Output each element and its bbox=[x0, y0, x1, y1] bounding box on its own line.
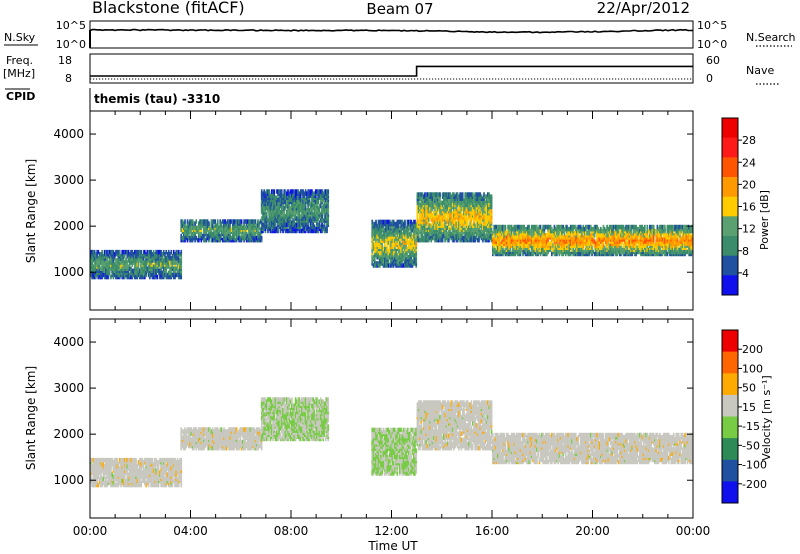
x-tick-label: 12:00 bbox=[374, 524, 409, 538]
freq-tick-bottom: 8 bbox=[65, 72, 72, 85]
colorbar-swatch bbox=[722, 416, 738, 439]
x-tick-label: 00:00 bbox=[73, 524, 108, 538]
power-colorbar: 28 24 20 16 12 8 4 bbox=[721, 117, 756, 296]
freq-label: Freq. bbox=[6, 54, 33, 67]
colorbar-swatch bbox=[722, 275, 738, 296]
nsky-tick-top: 10^5 bbox=[56, 19, 86, 32]
time-axis-labels: 00:00 04:00 08:00 12:00 16:00 20:00 00:00 bbox=[73, 524, 711, 538]
band-2 bbox=[260, 397, 330, 442]
velocity-scatter-cells bbox=[90, 397, 694, 488]
colorbar-swatch bbox=[722, 177, 738, 198]
y-tick-label: 4000 bbox=[53, 335, 84, 349]
band-5 bbox=[492, 432, 694, 465]
colorbar-swatch bbox=[722, 373, 738, 396]
velocity-ylabel: Slant Range [km] bbox=[24, 366, 38, 470]
y-tick-label: 1000 bbox=[53, 265, 84, 279]
colorbar-tick: 8 bbox=[742, 245, 749, 258]
colorbar-tick: 16 bbox=[742, 201, 756, 214]
colorbar-swatch bbox=[722, 118, 738, 139]
nave-label: Nave bbox=[746, 64, 774, 77]
colorbar-tick: -200 bbox=[742, 478, 767, 491]
station-title: Blackstone (fitACF) bbox=[92, 0, 245, 17]
power-x-ticks bbox=[89, 111, 694, 310]
colorbar-tick: 12 bbox=[742, 223, 756, 236]
power-panel: 1000 2000 3000 4000 bbox=[53, 110, 694, 311]
y-tick-label: 3000 bbox=[53, 381, 84, 395]
colorbar-tick: 15 bbox=[742, 401, 756, 414]
colorbar-tick: 200 bbox=[742, 343, 763, 356]
time-axis-title: Time UT bbox=[367, 539, 418, 553]
colorbar-swatch bbox=[722, 157, 738, 178]
x-tick-label: 08:00 bbox=[274, 524, 309, 538]
colorbar-swatch bbox=[722, 459, 738, 482]
power-colorbar-label: Power [dB] bbox=[758, 190, 771, 250]
freq-panel bbox=[89, 53, 694, 84]
band-4 bbox=[416, 400, 493, 451]
freq-series-line bbox=[90, 65, 693, 77]
nsky-series-line bbox=[89, 28, 694, 34]
colorbar-tick: -15 bbox=[742, 420, 760, 433]
velocity-panel: 1000 2000 3000 4000 bbox=[53, 318, 694, 519]
nsky-panel bbox=[89, 20, 694, 49]
velocity-x-ticks bbox=[89, 319, 694, 518]
beam-title: Beam 07 bbox=[366, 0, 433, 18]
nsky-tick-bottom: 10^0 bbox=[56, 38, 86, 51]
cpid-label: CPID bbox=[6, 90, 35, 103]
colorbar-swatch bbox=[722, 351, 738, 374]
colorbar-swatch bbox=[722, 196, 738, 217]
nsearch-label: N.Search bbox=[746, 31, 796, 44]
power-scatter-cells bbox=[90, 189, 694, 280]
colorbar-tick: 28 bbox=[742, 134, 756, 147]
colorbar-tick: 24 bbox=[742, 156, 756, 169]
colorbar-swatch bbox=[722, 438, 738, 461]
x-tick-label: 16:00 bbox=[475, 524, 510, 538]
date-title: 22/Apr/2012 bbox=[597, 0, 690, 17]
nsky-label: N.Sky bbox=[4, 31, 36, 44]
colorbar-swatch bbox=[722, 481, 738, 504]
band-0 bbox=[90, 457, 183, 488]
velocity-y-ticks: 1000 2000 3000 4000 bbox=[53, 335, 693, 487]
band-5 bbox=[492, 224, 694, 257]
x-tick-label: 04:00 bbox=[173, 524, 208, 538]
band-1 bbox=[180, 427, 263, 451]
y-tick-label: 4000 bbox=[53, 127, 84, 141]
colorbar-swatch bbox=[722, 236, 738, 257]
band-4 bbox=[416, 192, 493, 243]
colorbar-tick: -50 bbox=[742, 439, 760, 452]
colorbar-swatch bbox=[722, 255, 738, 276]
nave-tick-bottom: 0 bbox=[706, 72, 713, 85]
band-2 bbox=[260, 189, 330, 234]
colorbar-tick: 100 bbox=[742, 362, 763, 375]
y-tick-label: 3000 bbox=[53, 173, 84, 187]
velocity-colorbar: 200 100 50 15 -15 -50 -100 -200 bbox=[721, 329, 767, 504]
colorbar-tick: 4 bbox=[742, 267, 749, 280]
band-0 bbox=[90, 249, 183, 280]
freq-tick-top: 18 bbox=[58, 54, 72, 67]
x-tick-label: 00:00 bbox=[676, 524, 711, 538]
y-tick-label: 2000 bbox=[53, 219, 84, 233]
cpid-value: themis (tau) -3310 bbox=[94, 92, 220, 106]
colorbar-swatch bbox=[722, 394, 738, 417]
freq-unit: [MHz] bbox=[3, 67, 35, 80]
nave-tick-top: 60 bbox=[706, 54, 720, 67]
y-tick-label: 2000 bbox=[53, 427, 84, 441]
colorbar-tick: -100 bbox=[742, 459, 767, 472]
nsearch-tick-top: 10^5 bbox=[697, 19, 727, 32]
band-3 bbox=[371, 219, 418, 268]
nsearch-tick-bottom: 10^0 bbox=[697, 38, 727, 51]
band-1 bbox=[180, 219, 263, 243]
colorbar-swatch bbox=[722, 137, 738, 158]
colorbar-tick: 20 bbox=[742, 178, 756, 191]
colorbar-tick: 50 bbox=[742, 382, 756, 395]
x-tick-label: 20:00 bbox=[575, 524, 610, 538]
y-tick-label: 1000 bbox=[53, 473, 84, 487]
colorbar-swatch bbox=[722, 216, 738, 237]
power-y-ticks: 1000 2000 3000 4000 bbox=[53, 127, 693, 279]
band-3 bbox=[371, 427, 418, 476]
colorbar-swatch bbox=[722, 330, 738, 353]
velocity-colorbar-label: Velocity [m s⁻¹] bbox=[760, 375, 773, 460]
power-ylabel: Slant Range [km] bbox=[24, 159, 38, 263]
